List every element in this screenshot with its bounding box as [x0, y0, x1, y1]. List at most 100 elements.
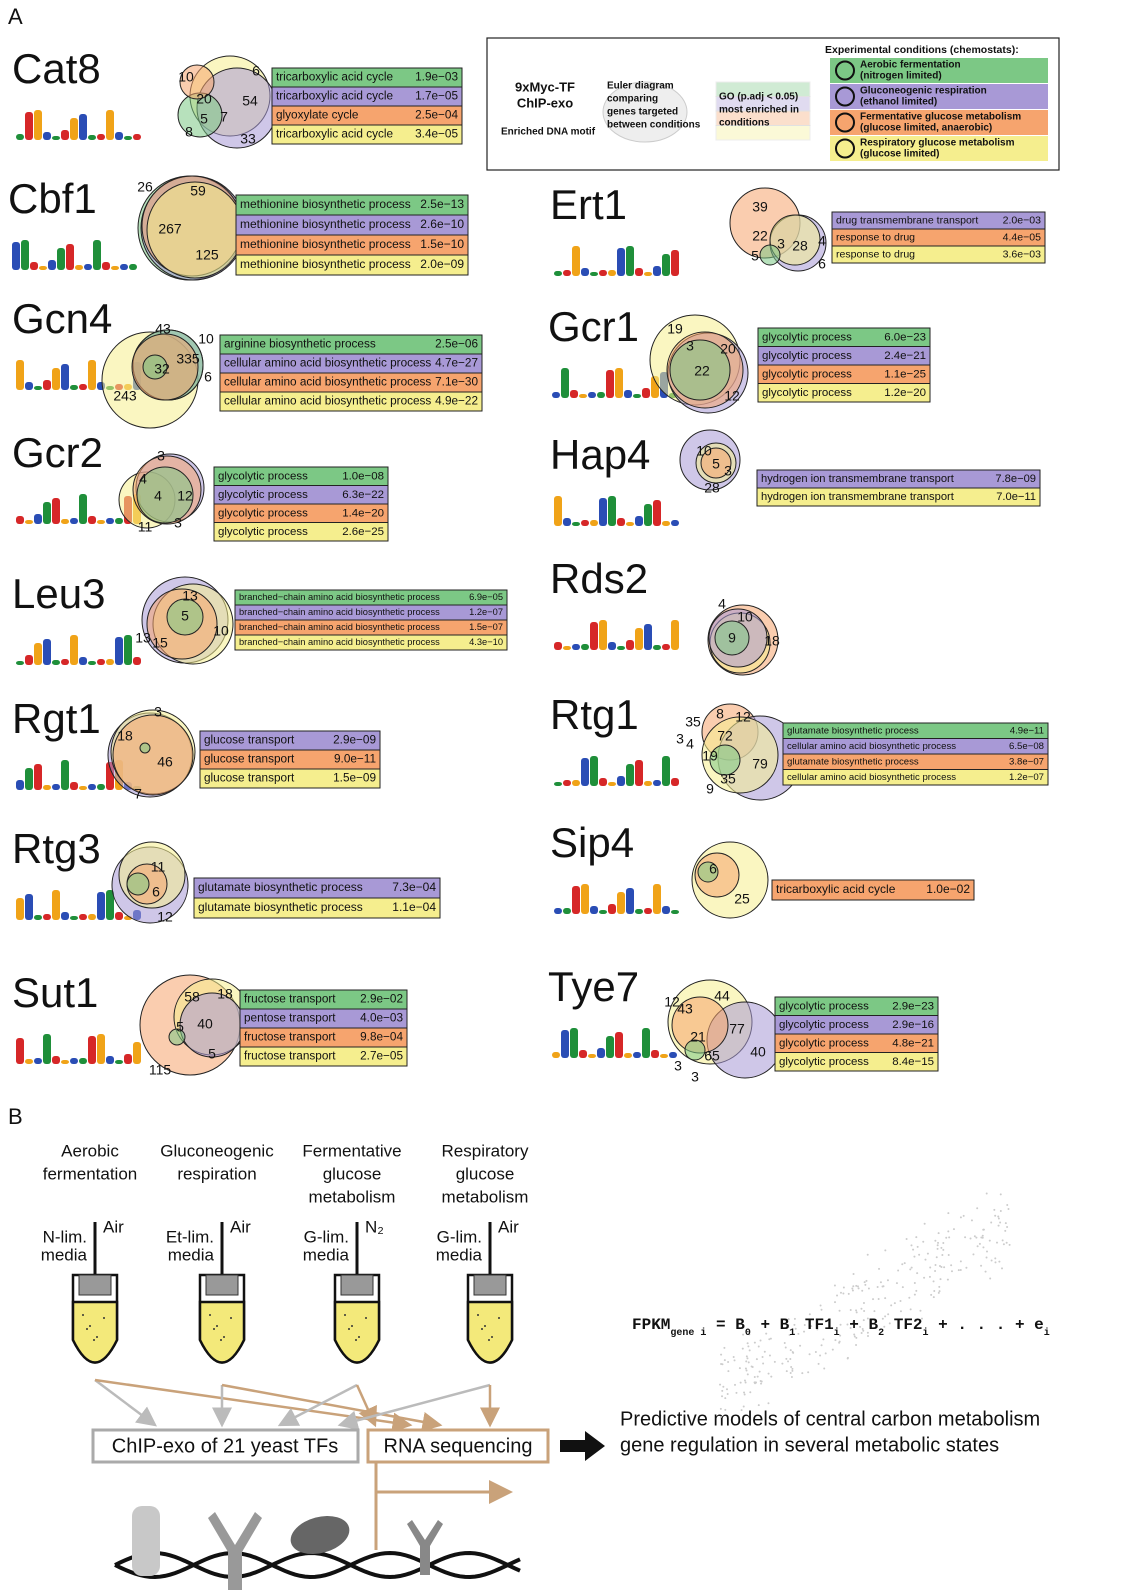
scatter-dot [847, 1357, 849, 1359]
motif-letter [570, 390, 578, 398]
venn-count: 35 [685, 714, 701, 730]
scatter-dot [947, 1230, 949, 1232]
motif-letter [563, 646, 571, 650]
scatter-dot [900, 1310, 902, 1312]
scatter-dot [853, 1273, 855, 1275]
motif-letter [581, 644, 589, 650]
motif-letter [61, 364, 69, 390]
scatter-dot [940, 1247, 942, 1249]
motif-letter [563, 518, 571, 526]
motif-letter [671, 778, 679, 786]
motif-letter [626, 888, 634, 914]
go-term: cellular amino acid biosynthetic process [224, 376, 431, 389]
go-p: 8.4e−15 [892, 1056, 934, 1068]
motif-letter [115, 637, 123, 665]
motif-letter [599, 620, 607, 650]
venn-count: 58 [184, 989, 200, 1005]
flow-arrow [280, 1385, 357, 1425]
scatter-dot [1006, 1242, 1008, 1244]
go-term: fructose transport [244, 993, 336, 1006]
go-term: glycolytic process [779, 1056, 869, 1068]
go-p: 2.9e−02 [360, 993, 403, 1006]
scatter-dot [735, 1392, 737, 1394]
motif-letter [617, 776, 625, 786]
legend-text: most enriched in [719, 105, 799, 116]
scatter-dot [919, 1310, 921, 1312]
motif-letter [16, 661, 24, 665]
motif-letter [608, 496, 616, 526]
scatter-dot [821, 1309, 823, 1311]
scatter-dot [840, 1292, 842, 1294]
go-term: cellular amino acid biosynthetic process [224, 357, 431, 370]
formula-part: = B [706, 1316, 745, 1334]
legend-text: Gluconeogenic respiration [860, 86, 987, 97]
go-p: 2.9e−16 [892, 1019, 934, 1031]
scatter-dot [933, 1280, 935, 1282]
go-term: tricarboxylic acid cycle [276, 71, 393, 84]
scatter-dot [860, 1308, 862, 1310]
tube-media [200, 1302, 244, 1363]
scatter-dot [908, 1297, 910, 1299]
scatter-dot [747, 1342, 749, 1344]
venn-set [127, 873, 149, 895]
motif-letter [34, 110, 42, 140]
motif-letter [626, 640, 634, 650]
venn-count: 4 [139, 471, 147, 487]
motif-letter [25, 382, 33, 390]
motif-letter [599, 778, 607, 786]
scatter-dot [760, 1380, 762, 1382]
venn-count: 79 [752, 756, 768, 772]
scatter-dot [843, 1286, 845, 1288]
motif-letter [34, 514, 42, 524]
legend-text: genes targeted [607, 107, 678, 118]
motif-letter [106, 659, 114, 665]
go-p: 3.8e−07 [1009, 756, 1044, 767]
tf-name: Leu3 [12, 570, 105, 617]
scatter-dot [749, 1391, 751, 1393]
venn-count: 5 [200, 111, 208, 127]
motif-letter [124, 136, 132, 140]
scatter-dot [940, 1278, 942, 1280]
go-p: 1.2e−07 [469, 607, 503, 617]
tube-media [335, 1302, 379, 1363]
venn-count: 335 [176, 351, 200, 367]
motif-letter [554, 782, 562, 786]
venn-count: 28 [792, 238, 808, 254]
venn-count: 4 [686, 736, 694, 752]
scatter-dot [982, 1246, 984, 1248]
motif-letter [608, 642, 616, 650]
scatter-dot [790, 1372, 792, 1374]
go-p: 1.4e−20 [342, 507, 384, 519]
scatter-dot [994, 1215, 996, 1217]
venn-count: 13 [135, 630, 151, 646]
scatter-dot [975, 1237, 977, 1239]
scatter-dot [786, 1370, 788, 1372]
go-term: tricarboxylic acid cycle [276, 128, 393, 141]
scatter-dot [821, 1344, 823, 1346]
go-term: glyoxylate cycle [276, 109, 359, 122]
figure: A B 9xMyc-TFChIP-exoEnriched DNA motifEu… [0, 0, 1123, 1596]
motif-letter [16, 1038, 24, 1064]
motif-letter [12, 242, 20, 270]
motif-letter [115, 518, 123, 524]
scatter-dot [990, 1222, 992, 1224]
motif-letter [16, 780, 24, 790]
scatter-dot [980, 1265, 982, 1267]
scatter-dot [854, 1335, 856, 1337]
scatter-dot [913, 1256, 915, 1258]
scatter-dot [917, 1246, 919, 1248]
scatter-dot [916, 1272, 918, 1274]
rna-label: RNA sequencing [384, 1435, 533, 1457]
motif-letter [579, 394, 587, 398]
motif-letter [61, 912, 69, 920]
motif-letter [554, 271, 562, 276]
tube-cap [206, 1275, 238, 1295]
motif-letter [106, 1056, 114, 1064]
scatter-dot [867, 1335, 869, 1337]
motif-letter [581, 758, 589, 786]
motif-letter [608, 782, 616, 786]
transcription-arrow [376, 1492, 510, 1550]
go-p: 1.0e−02 [926, 882, 970, 896]
motif-letter [615, 1032, 623, 1058]
motif-letter [579, 1050, 587, 1058]
